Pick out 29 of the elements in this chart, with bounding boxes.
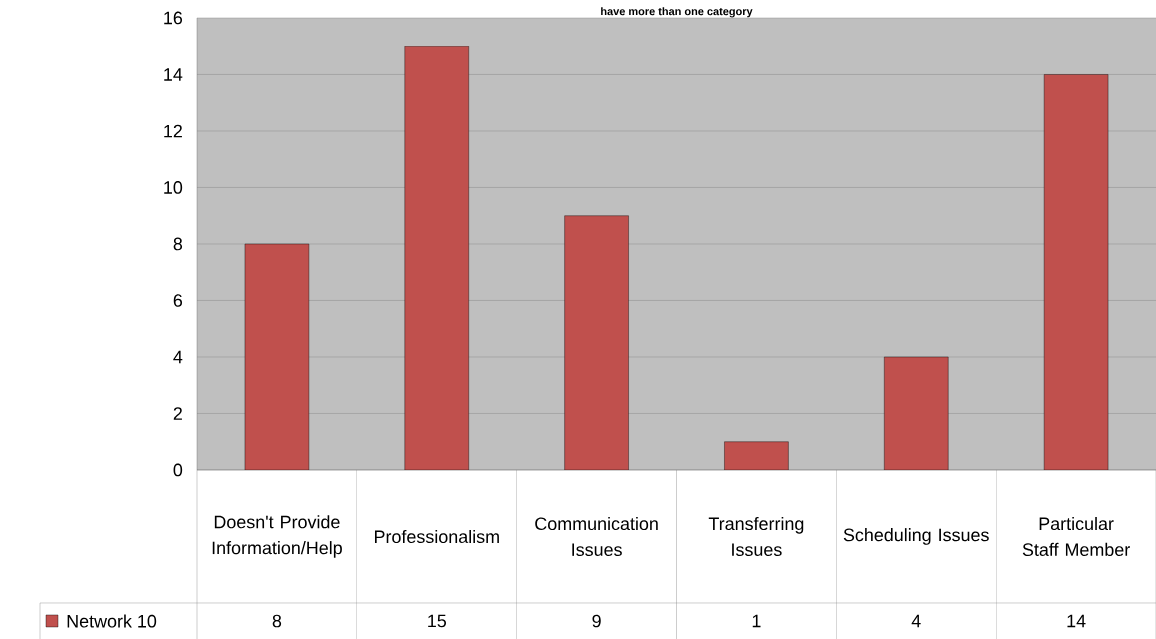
y-tick-label: 4	[173, 350, 183, 364]
data-label: 8	[272, 614, 282, 628]
bar	[724, 441, 789, 470]
chart-title: have more than one category	[601, 7, 753, 18]
data-label: 14	[1067, 614, 1086, 628]
y-tick-label: 0	[173, 463, 183, 477]
bar	[1043, 74, 1109, 470]
x-tick-label: Professionalism	[374, 529, 499, 544]
y-tick-label: 12	[164, 124, 182, 138]
legend-label: Network 10	[67, 614, 157, 628]
x-tick-label: Transferring Issues	[708, 516, 804, 557]
y-tick-label: 10	[164, 181, 183, 194]
x-tick-label: Doesn't Provide Information/Help	[212, 515, 342, 558]
data-label: 9	[592, 614, 601, 628]
x-tick-label: Scheduling Issues	[843, 528, 989, 545]
y-tick-label: 6	[173, 294, 183, 307]
x-tick-label: Particular Staff Member	[1022, 516, 1130, 557]
bar	[244, 243, 310, 470]
y-tick-label: 2	[173, 407, 182, 420]
bar	[404, 46, 469, 470]
data-label: 15	[428, 614, 447, 628]
y-tick-label: 16	[164, 11, 183, 25]
bar	[564, 215, 629, 470]
x-tick-label: Communication Issues	[535, 516, 658, 557]
data-label: 4	[911, 614, 921, 628]
y-tick-label: 8	[173, 237, 183, 251]
y-tick-label: 14	[164, 68, 183, 81]
data-label: 1	[752, 614, 761, 628]
bar	[884, 356, 949, 470]
